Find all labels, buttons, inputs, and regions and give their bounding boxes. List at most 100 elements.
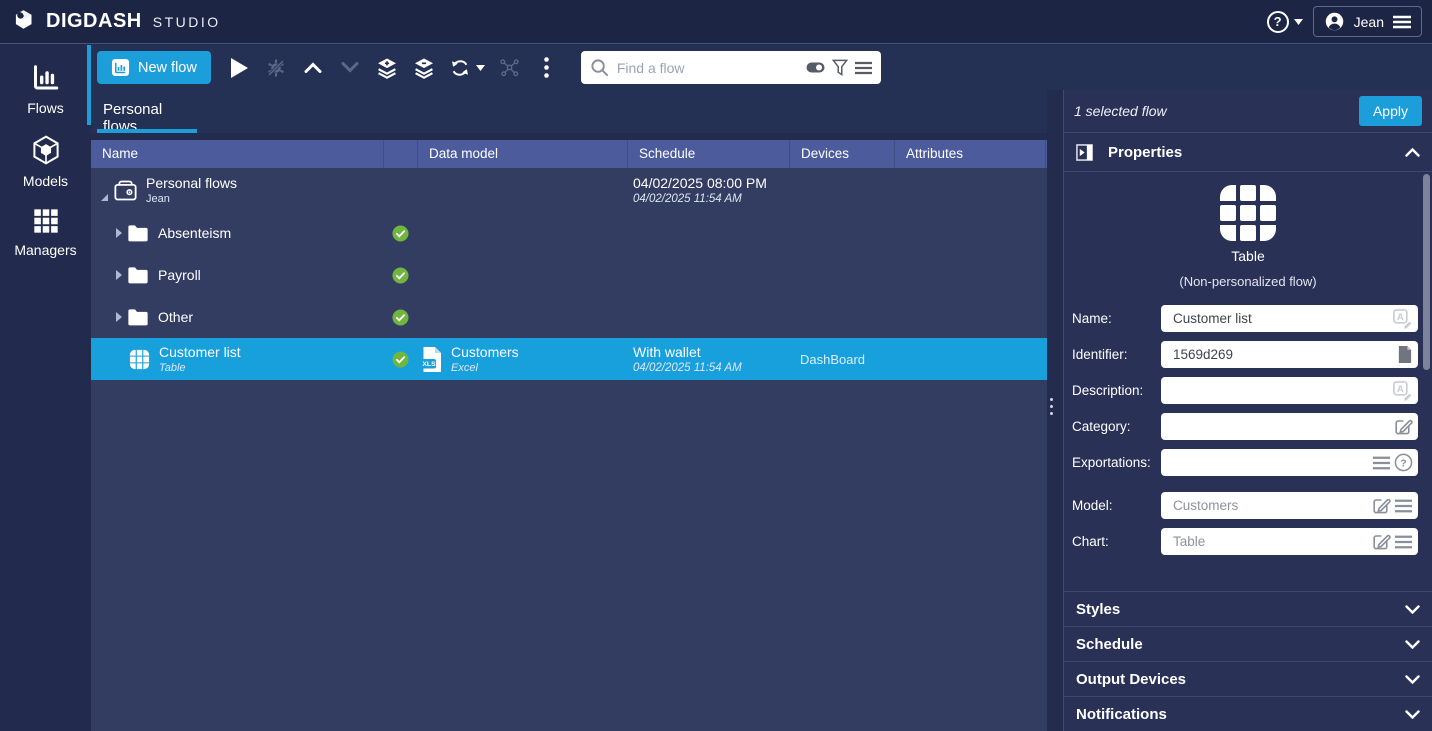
sidebar-item-label: Managers [14,242,77,258]
user-avatar-icon [1325,12,1343,31]
question-circle-icon[interactable]: ? [1394,453,1413,472]
brand-name: DIGDASH [46,10,142,32]
edit-pencil-icon[interactable] [1371,532,1391,552]
column-header-name[interactable]: Name [102,146,139,161]
caret-down-icon [475,64,485,71]
collapsed-caret-icon[interactable] [115,269,123,281]
section-notifications[interactable]: Notifications [1064,696,1432,731]
table-row-absenteism[interactable]: Absenteism [91,212,1047,254]
tab-personal-flows[interactable]: Personal flows [97,90,197,135]
schedule-value: 04/02/2025 08:00 PM [633,175,767,191]
column-header-attributes[interactable]: Attributes [894,140,1046,168]
name-input[interactable] [1161,305,1418,332]
funnel-icon[interactable] [831,59,848,76]
search-input[interactable] [580,51,806,84]
list-menu-icon[interactable] [1394,498,1413,514]
sidebar-item-managers[interactable]: Managers [0,201,91,270]
help-button[interactable]: ? [1266,10,1303,33]
collapsed-caret-icon[interactable] [115,227,123,239]
dependencies-button[interactable] [491,51,528,85]
section-styles[interactable]: Styles [1064,591,1432,626]
flow-personalization-note: (Non-personalized flow) [1179,274,1317,289]
run-flow-button[interactable] [221,51,258,85]
refresh-button[interactable] [443,51,491,85]
toggle-icon[interactable] [806,62,825,73]
table-row-personal-flows[interactable]: Personal flows Jean 04/02/2025 08:00 PM … [91,168,1047,212]
apply-button[interactable]: Apply [1358,96,1422,126]
expanded-caret-icon[interactable] [100,193,109,202]
brand-suffix: STUDIO [152,13,221,30]
column-header-devices[interactable]: Devices [789,140,894,168]
chevron-up-icon [304,62,322,73]
schedule-value: With wallet [633,344,701,360]
table-row-payroll[interactable]: Payroll [91,254,1047,296]
cancel-processing-button[interactable] [258,51,295,85]
flow-name: Absenteism [158,225,232,241]
help-circle-icon: ? [1266,10,1289,33]
category-input[interactable] [1161,413,1418,440]
move-up-button[interactable] [295,51,332,85]
document-icon[interactable] [1396,345,1413,364]
sidebar-item-label: Models [22,173,69,189]
column-header-data-model[interactable]: Data model [417,140,627,168]
table-row-other[interactable]: Other [91,296,1047,338]
chevron-down-icon [1405,709,1420,719]
properties-panel: 1 selected flow Apply Properties Table (… [1063,90,1432,731]
toolbar: New flow [91,45,1432,90]
xls-file-icon: XLS [422,346,441,372]
description-input[interactable] [1161,377,1418,404]
section-label: Styles [1076,600,1121,618]
field-name: Name: A [1072,305,1418,332]
identifier-input[interactable] [1161,341,1418,368]
schedule-last-run: 04/02/2025 11:54 AM [633,193,742,205]
list-menu-icon[interactable] [1394,534,1413,550]
list-menu-icon[interactable] [1372,455,1391,471]
flow-search [580,51,881,84]
sidebar-item-flows[interactable]: Flows [0,57,91,128]
section-output-devices[interactable]: Output Devices [1064,661,1432,696]
field-label: Chart: [1072,534,1109,549]
panel-scrollbar[interactable] [1423,174,1430,370]
field-category: Category: [1072,413,1418,440]
table-row-customer-list[interactable]: Customer list Table XLS Customers Excel … [91,338,1047,380]
caret-down-icon [1293,18,1303,25]
svg-text:?: ? [1400,458,1406,469]
more-options-button[interactable] [528,51,565,85]
sidebar-item-models[interactable]: Models [0,128,91,201]
topbar: DIGDASH STUDIO ? Jean [0,0,1432,44]
model-input[interactable] [1161,492,1418,519]
sidebar-item-label: Flows [27,100,64,116]
devices-value: DashBoard [800,351,866,367]
edit-pencil-icon[interactable] [1393,417,1413,437]
check-circle-icon [391,308,409,326]
move-down-button[interactable] [332,51,369,85]
menu-icon [1393,15,1411,28]
chart-input[interactable] [1161,528,1418,555]
add-to-layer-button[interactable] [369,51,406,85]
new-flow-chart-icon [111,58,130,77]
table-flow-icon [1220,185,1276,241]
panel-accordion: Styles Schedule Output Devices Notificat… [1064,591,1432,731]
section-label: Notifications [1076,705,1167,723]
properties-section-header[interactable]: Properties [1064,133,1432,172]
main-area: Personal flows Name Data model Schedule … [91,90,1047,731]
panel-resize-handle[interactable] [1050,398,1053,415]
user-menu-button[interactable]: Jean [1312,6,1422,37]
chevron-down-icon [1405,674,1420,684]
section-schedule[interactable]: Schedule [1064,626,1432,661]
remove-from-layer-button[interactable] [406,51,443,85]
list-menu-icon[interactable] [854,61,872,75]
field-label: Category: [1072,419,1131,434]
translate-icon[interactable]: A [1392,380,1413,401]
translate-icon[interactable]: A [1392,308,1413,329]
new-flow-button[interactable]: New flow [97,51,211,84]
edit-pencil-icon[interactable] [1371,496,1391,516]
new-flow-label: New flow [138,59,197,76]
collapse-panel-icon[interactable] [1076,143,1093,161]
collapsed-caret-icon[interactable] [115,311,123,323]
column-header-status[interactable] [383,140,417,168]
network-icon [500,59,519,77]
column-header-schedule[interactable]: Schedule [627,140,789,168]
data-model-type: Excel [451,362,478,374]
